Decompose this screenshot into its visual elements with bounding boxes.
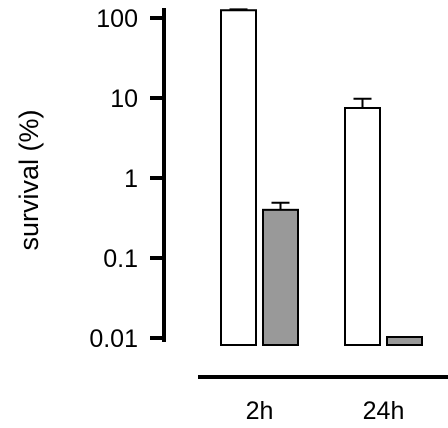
bar-24h-series-2: [386, 336, 423, 346]
bar-2h-series-1: [220, 9, 257, 347]
bar-24h-series-1: [344, 106, 381, 346]
x-category-label: 24h: [363, 397, 405, 425]
y-axis-title: survival (%): [14, 109, 44, 250]
y-tick-label: 0.1: [103, 245, 138, 273]
x-category-label: 2h: [246, 397, 274, 425]
y-tick-label: 100: [96, 5, 138, 33]
y-tick-label: 10: [110, 85, 138, 113]
bar-2h-series-2: [262, 208, 299, 346]
y-tick-label: 0.01: [89, 325, 138, 353]
y-tick-label: 1: [124, 165, 138, 193]
